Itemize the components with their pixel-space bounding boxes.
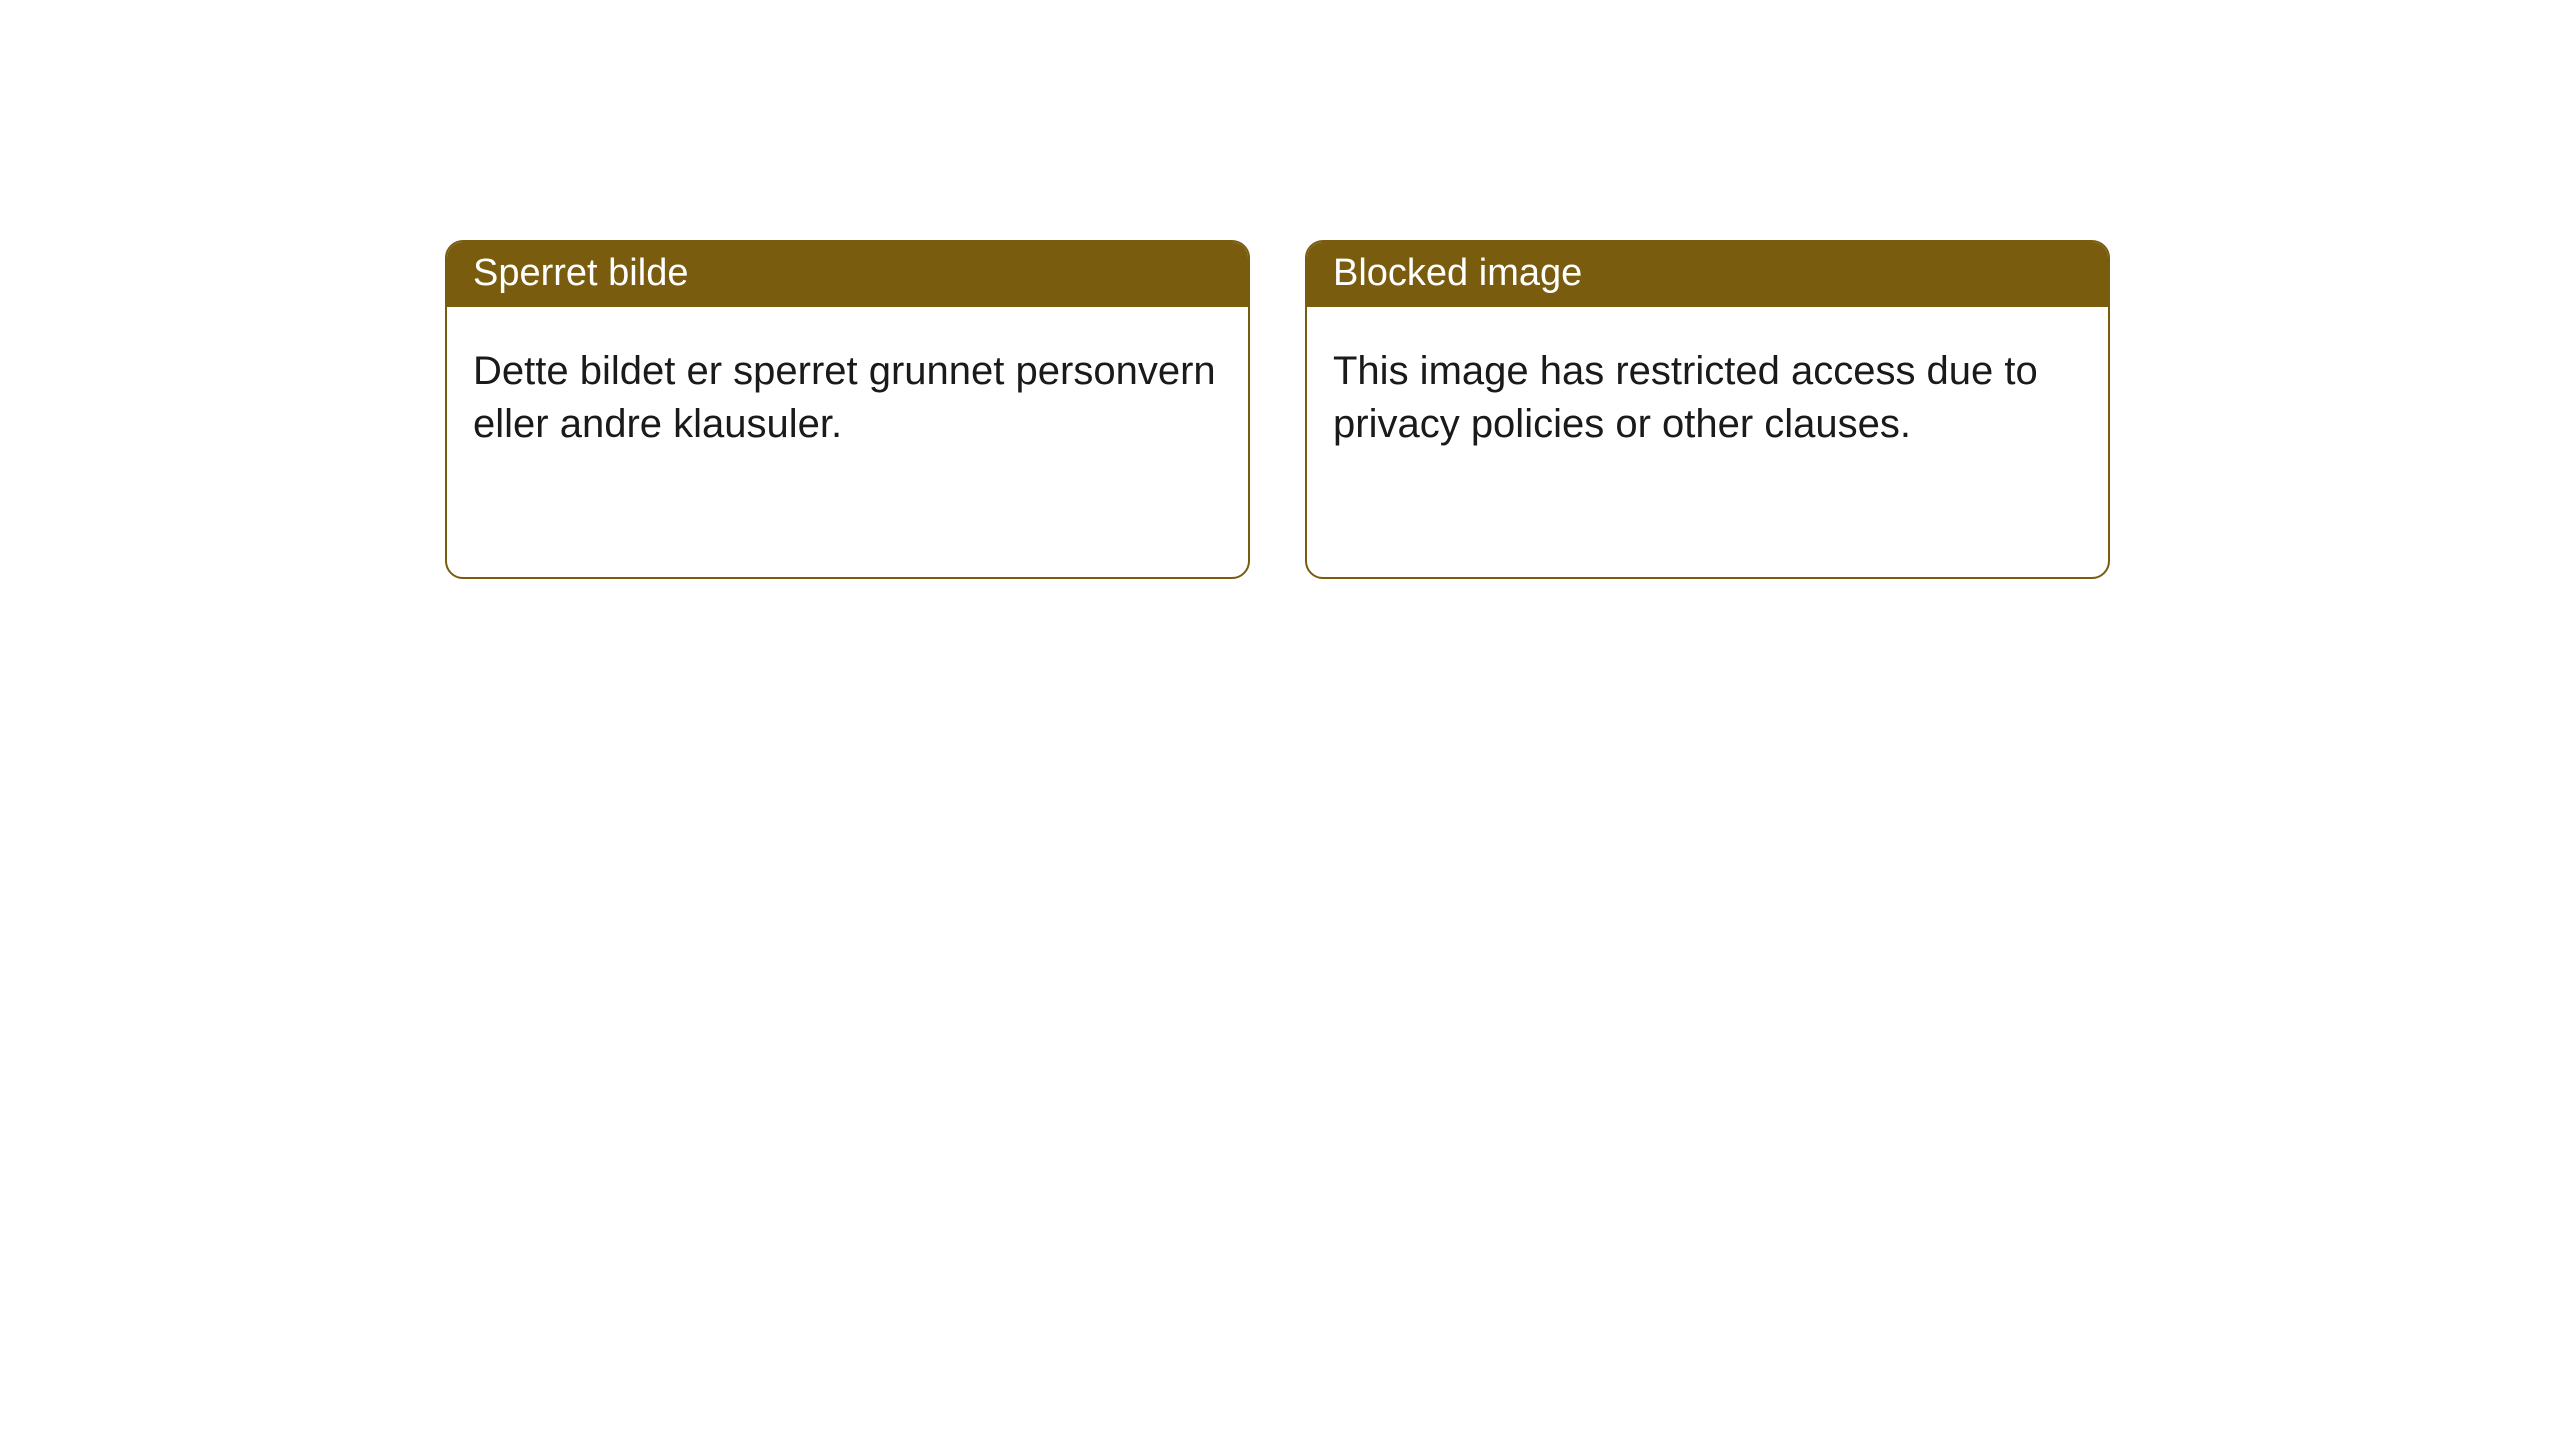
- notice-body: This image has restricted access due to …: [1307, 307, 2108, 577]
- notice-card-english: Blocked image This image has restricted …: [1305, 240, 2110, 579]
- notice-header: Blocked image: [1307, 242, 2108, 307]
- notice-card-norwegian: Sperret bilde Dette bildet er sperret gr…: [445, 240, 1250, 579]
- notice-header: Sperret bilde: [447, 242, 1248, 307]
- notice-body: Dette bildet er sperret grunnet personve…: [447, 307, 1248, 577]
- notice-container: Sperret bilde Dette bildet er sperret gr…: [0, 0, 2560, 579]
